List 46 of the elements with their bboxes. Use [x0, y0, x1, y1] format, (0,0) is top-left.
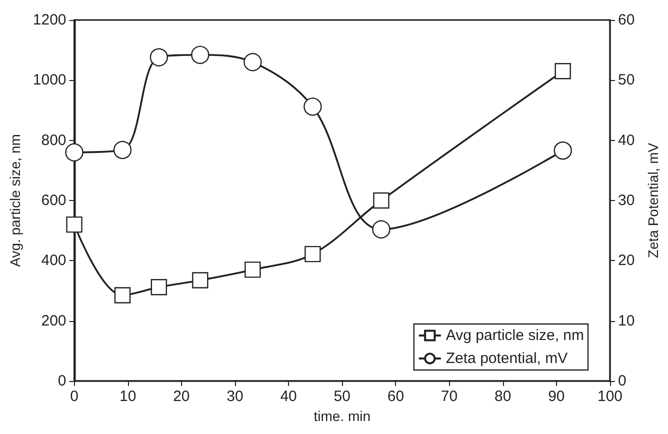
y-tick-label: 800 [41, 132, 66, 149]
y2-tick-label: 10 [618, 312, 635, 330]
x-tick-label: 100 [597, 388, 623, 405]
point [150, 48, 168, 66]
x-tick-label: 30 [226, 388, 244, 405]
legend-label: Zeta potential, mV [446, 350, 568, 367]
point [554, 141, 572, 160]
y-tick-label: 600 [41, 192, 66, 209]
point [244, 262, 261, 278]
legend-label: Avg particle size, nm [446, 327, 584, 344]
point [372, 220, 390, 238]
y-axis-title: Avg. particle size, nm [7, 134, 23, 267]
y2-tick-label: 50 [618, 72, 635, 89]
point [304, 246, 321, 262]
point [114, 287, 131, 304]
y-tick-label: 0 [58, 372, 66, 390]
x-tick-label: 40 [280, 388, 297, 405]
x-tick-label: 10 [120, 388, 136, 405]
x-tick-label: 80 [494, 388, 512, 405]
y2-tick-label: 20 [618, 252, 635, 270]
x-tick-label: 0 [70, 388, 78, 405]
point [113, 140, 132, 160]
y-tick-label: 1000 [32, 72, 66, 89]
point [554, 63, 571, 80]
point [373, 192, 390, 209]
point [65, 143, 84, 162]
y-tick-label: 400 [41, 252, 66, 270]
point [66, 216, 82, 233]
y-tick-label: 200 [41, 312, 66, 330]
y2-tick-label: 30 [618, 192, 635, 209]
x-tick-label: 60 [387, 388, 404, 405]
point [192, 272, 208, 288]
x-tick-label: 50 [334, 388, 350, 405]
x-tick-label: 90 [548, 388, 565, 405]
y2-tick-label: 0 [618, 372, 626, 390]
point [304, 98, 322, 116]
y-tick-label: 1200 [32, 12, 66, 28]
y2-tick-label: 40 [618, 132, 635, 149]
y2-tick-label: 60 [618, 12, 635, 28]
x-tick-label: 20 [173, 388, 190, 405]
point [191, 46, 210, 64]
x-tick-label: 70 [440, 388, 458, 405]
point [244, 53, 262, 72]
x-axis-title: time. min [314, 408, 371, 424]
point [150, 279, 168, 296]
y2-axis-title: Zeta Potential, mV [645, 142, 661, 258]
